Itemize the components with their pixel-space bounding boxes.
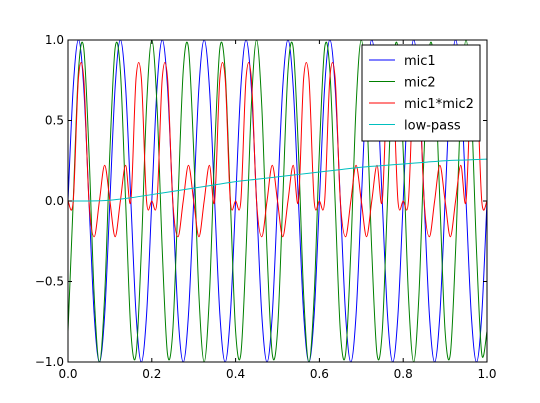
y-tick-label: 0.5 xyxy=(45,114,64,128)
x-tick-label: 0.6 xyxy=(310,367,329,381)
x-tick-label: 0.2 xyxy=(142,367,161,381)
series-line-low-pass xyxy=(68,158,487,202)
x-tick-label: 1.0 xyxy=(477,367,496,381)
y-axis-ticks: −1.0 −0.5 0.0 0.5 1.0 xyxy=(35,33,487,369)
x-tick-label: 0.8 xyxy=(394,367,413,381)
y-tick-label: 1.0 xyxy=(45,33,64,47)
y-tick-label: 0.0 xyxy=(45,194,64,208)
y-tick-label: −1.0 xyxy=(35,355,64,369)
series-line-mic2 xyxy=(68,40,487,362)
y-tick-label: −0.5 xyxy=(35,275,64,289)
legend-label: low-pass xyxy=(404,119,461,134)
legend-label: mic1 xyxy=(404,54,436,69)
legend-label: mic1*mic2 xyxy=(404,97,474,112)
x-tick-label: 0.4 xyxy=(226,367,245,381)
x-axis-ticks: 0.0 0.2 0.4 0.6 0.8 1.0 xyxy=(58,40,497,381)
legend-label: mic2 xyxy=(404,76,436,91)
x-tick-label: 0.0 xyxy=(58,367,77,381)
legend: mic1 mic2 mic1*mic2 low-pass xyxy=(361,44,481,142)
